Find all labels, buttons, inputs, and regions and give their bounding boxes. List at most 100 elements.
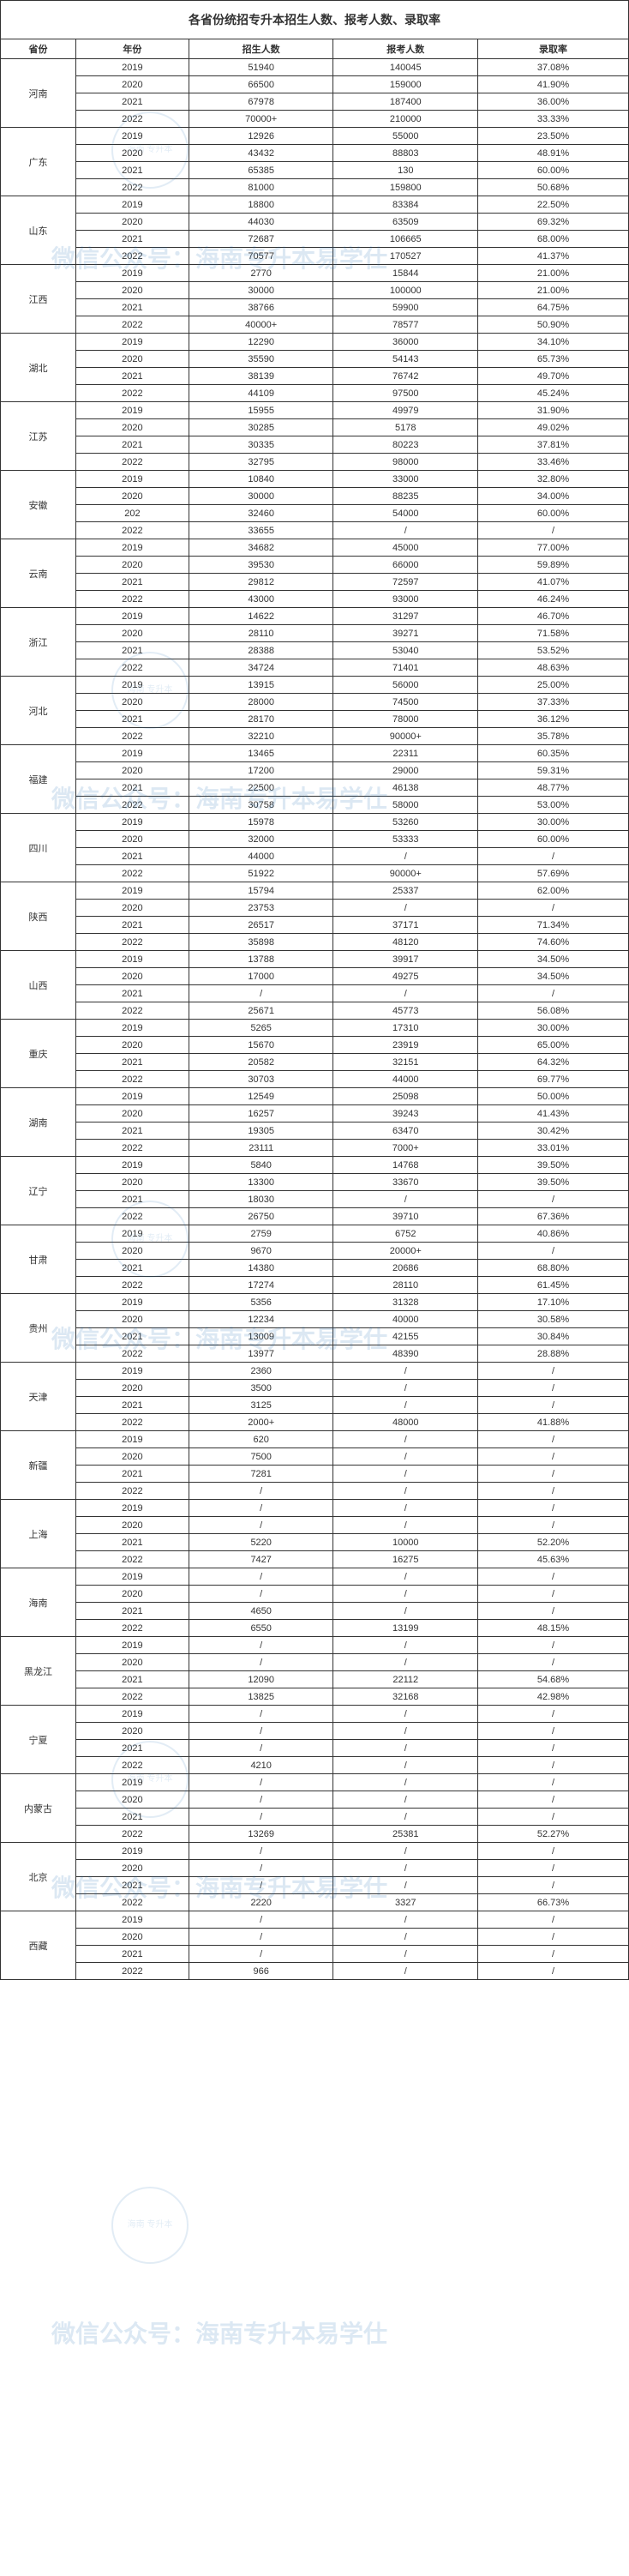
cell-year: 2022 xyxy=(75,797,189,814)
cell-apply: 20686 xyxy=(333,1260,478,1277)
cell-rate: 67.36% xyxy=(478,1208,629,1225)
cell-rate: 41.88% xyxy=(478,1414,629,1431)
table-row: 新疆2019620// xyxy=(1,1431,629,1448)
cell-province: 河北 xyxy=(1,677,76,745)
table-row: 2022139774839028.88% xyxy=(1,1345,629,1363)
cell-rate: 41.43% xyxy=(478,1105,629,1122)
cell-enroll: / xyxy=(189,1483,333,1500)
cell-apply: 59900 xyxy=(333,299,478,316)
cell-year: 2020 xyxy=(75,1654,189,1671)
table-row: 2020/// xyxy=(1,1723,629,1740)
cell-rate: / xyxy=(478,1929,629,1946)
table-row: 河北2019139155600025.00% xyxy=(1,677,629,694)
table-row: 2022430009300046.24% xyxy=(1,591,629,608)
cell-year: 2021 xyxy=(75,1054,189,1071)
table-row: 云南2019346824500077.00% xyxy=(1,539,629,557)
cell-apply: 49979 xyxy=(333,402,478,419)
cell-rate: 41.90% xyxy=(478,76,629,93)
table-row: 202233655// xyxy=(1,522,629,539)
table-row: 2020133003367039.50% xyxy=(1,1174,629,1191)
cell-year: 2019 xyxy=(75,1088,189,1105)
table-row: 202118030// xyxy=(1,1191,629,1208)
cell-enroll: / xyxy=(189,1706,333,1723)
cell-enroll: / xyxy=(189,1568,333,1586)
cell-enroll: 7500 xyxy=(189,1448,333,1466)
cell-year: 2021 xyxy=(75,1809,189,1826)
cell-apply: 3327 xyxy=(333,1894,478,1911)
cell-rate: 36.00% xyxy=(478,93,629,111)
cell-enroll: 18800 xyxy=(189,196,333,214)
table-row: 河南20195194014004537.08% xyxy=(1,59,629,76)
cell-apply: / xyxy=(333,1706,478,1723)
cell-year: 2020 xyxy=(75,214,189,231)
cell-year: 2019 xyxy=(75,402,189,419)
cell-year: 2019 xyxy=(75,814,189,831)
cell-year: 2020 xyxy=(75,1243,189,1260)
cell-rate: 53.00% xyxy=(478,797,629,814)
cell-year: 2020 xyxy=(75,762,189,779)
cell-enroll: 12926 xyxy=(189,128,333,145)
table-row: 2022/// xyxy=(1,1483,629,1500)
cell-year: 2021 xyxy=(75,642,189,659)
cell-year: 2022 xyxy=(75,1757,189,1774)
cell-rate: 49.70% xyxy=(478,368,629,385)
cell-apply: 5178 xyxy=(333,419,478,436)
cell-rate: / xyxy=(478,1740,629,1757)
cell-year: 2019 xyxy=(75,128,189,145)
cell-rate: 34.50% xyxy=(478,951,629,968)
cell-enroll: 32210 xyxy=(189,728,333,745)
cell-apply: / xyxy=(333,1397,478,1414)
cell-rate: 59.89% xyxy=(478,557,629,574)
cell-year: 2020 xyxy=(75,900,189,917)
cell-rate: / xyxy=(478,1568,629,1586)
cell-apply: / xyxy=(333,1929,478,1946)
cell-enroll: 28000 xyxy=(189,694,333,711)
cell-province: 江西 xyxy=(1,265,76,334)
cell-apply: / xyxy=(333,1500,478,1517)
cell-enroll: 30758 xyxy=(189,797,333,814)
table-row: 2022138253216842.98% xyxy=(1,1688,629,1706)
cell-rate: 46.24% xyxy=(478,591,629,608)
cell-rate: 49.02% xyxy=(478,419,629,436)
cell-year: 2021 xyxy=(75,1466,189,1483)
table-row: 20217268710666568.00% xyxy=(1,231,629,248)
cell-year: 2022 xyxy=(75,934,189,951)
cell-year: 2021 xyxy=(75,1534,189,1551)
cell-apply: 13199 xyxy=(333,1620,478,1637)
table-row: 2020967020000+/ xyxy=(1,1243,629,1260)
cell-rate: / xyxy=(478,900,629,917)
table-row: 福建2019134652231160.35% xyxy=(1,745,629,762)
cell-apply: / xyxy=(333,900,478,917)
cell-province: 天津 xyxy=(1,1363,76,1431)
table-row: 湖南2019125492509850.00% xyxy=(1,1088,629,1105)
cell-apply: 45773 xyxy=(333,1002,478,1020)
table-row: 202152201000052.20% xyxy=(1,1534,629,1551)
table-row: 2021/// xyxy=(1,1809,629,1826)
cell-year: 2021 xyxy=(75,848,189,865)
table-row: 2021281707800036.12% xyxy=(1,711,629,728)
cell-year: 2021 xyxy=(75,1603,189,1620)
cell-enroll: 620 xyxy=(189,1431,333,1448)
cell-apply: / xyxy=(333,1843,478,1860)
cell-enroll: 19305 xyxy=(189,1122,333,1140)
cell-year: 2019 xyxy=(75,334,189,351)
cell-year: 2021 xyxy=(75,93,189,111)
cell-apply: 45000 xyxy=(333,539,478,557)
cell-enroll: 30000 xyxy=(189,488,333,505)
cell-enroll: 32795 xyxy=(189,454,333,471)
cell-rate: 31.90% xyxy=(478,402,629,419)
cell-rate: 66.73% xyxy=(478,1894,629,1911)
cell-province: 山西 xyxy=(1,951,76,1020)
cell-apply: / xyxy=(333,1757,478,1774)
cell-rate: / xyxy=(478,848,629,865)
table-row: 20217281// xyxy=(1,1466,629,1483)
table-row: 2020/// xyxy=(1,1860,629,1877)
cell-enroll: 2000+ xyxy=(189,1414,333,1431)
cell-enroll: 5840 xyxy=(189,1157,333,1174)
table-row: 江苏2019159554997931.90% xyxy=(1,402,629,419)
table-row: 2020/// xyxy=(1,1791,629,1809)
cell-apply: 36000 xyxy=(333,334,478,351)
table-row: 安徽2019108403300032.80% xyxy=(1,471,629,488)
cell-year: 2022 xyxy=(75,1483,189,1500)
cell-year: 2019 xyxy=(75,1020,189,1037)
